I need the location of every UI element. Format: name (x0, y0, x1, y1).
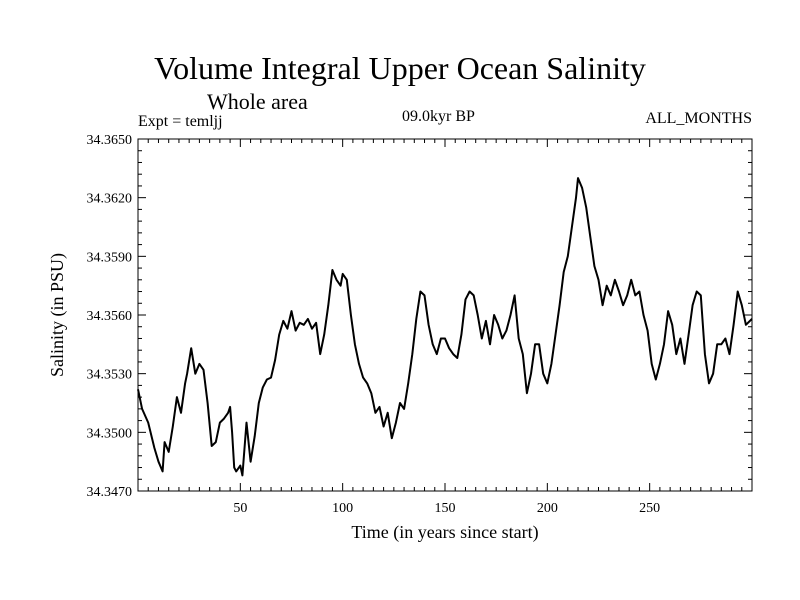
y-tick-label: 34.3560 (87, 309, 133, 324)
y-tick-label: 34.3590 (87, 250, 133, 265)
chart-subtitle: Whole area (207, 89, 308, 114)
plot-area (137, 177, 753, 477)
period-label: 09.0kyr BP (402, 108, 475, 125)
y-tick-label: 34.3620 (87, 192, 133, 207)
axis-ticks: 50 100 150 200 250 34.3470 34.3500 34.3530 34.35… (87, 133, 752, 516)
months-label: ALL_MONTHS (645, 110, 752, 127)
y-tick-label: 34.3500 (87, 426, 133, 441)
y-axis-label: Salinity (in PSU) (47, 253, 68, 377)
x-axis-label: Time (in years since start) (351, 522, 538, 543)
y-tick-label: 34.3470 (87, 485, 133, 500)
x-tick-label: 50 (233, 501, 247, 516)
salinity-series-line (137, 177, 753, 477)
x-tick-label: 100 (332, 501, 353, 516)
chart-title: Volume Integral Upper Ocean Salinity (154, 50, 646, 86)
x-tick-label: 200 (537, 501, 558, 516)
experiment-label: Expt = temljj (138, 113, 223, 130)
x-tick-label: 150 (435, 501, 456, 516)
y-tick-label: 34.3530 (87, 368, 133, 383)
plot-frame (137, 138, 753, 492)
y-tick-label: 34.3650 (87, 133, 133, 148)
x-tick-label: 250 (639, 501, 660, 516)
